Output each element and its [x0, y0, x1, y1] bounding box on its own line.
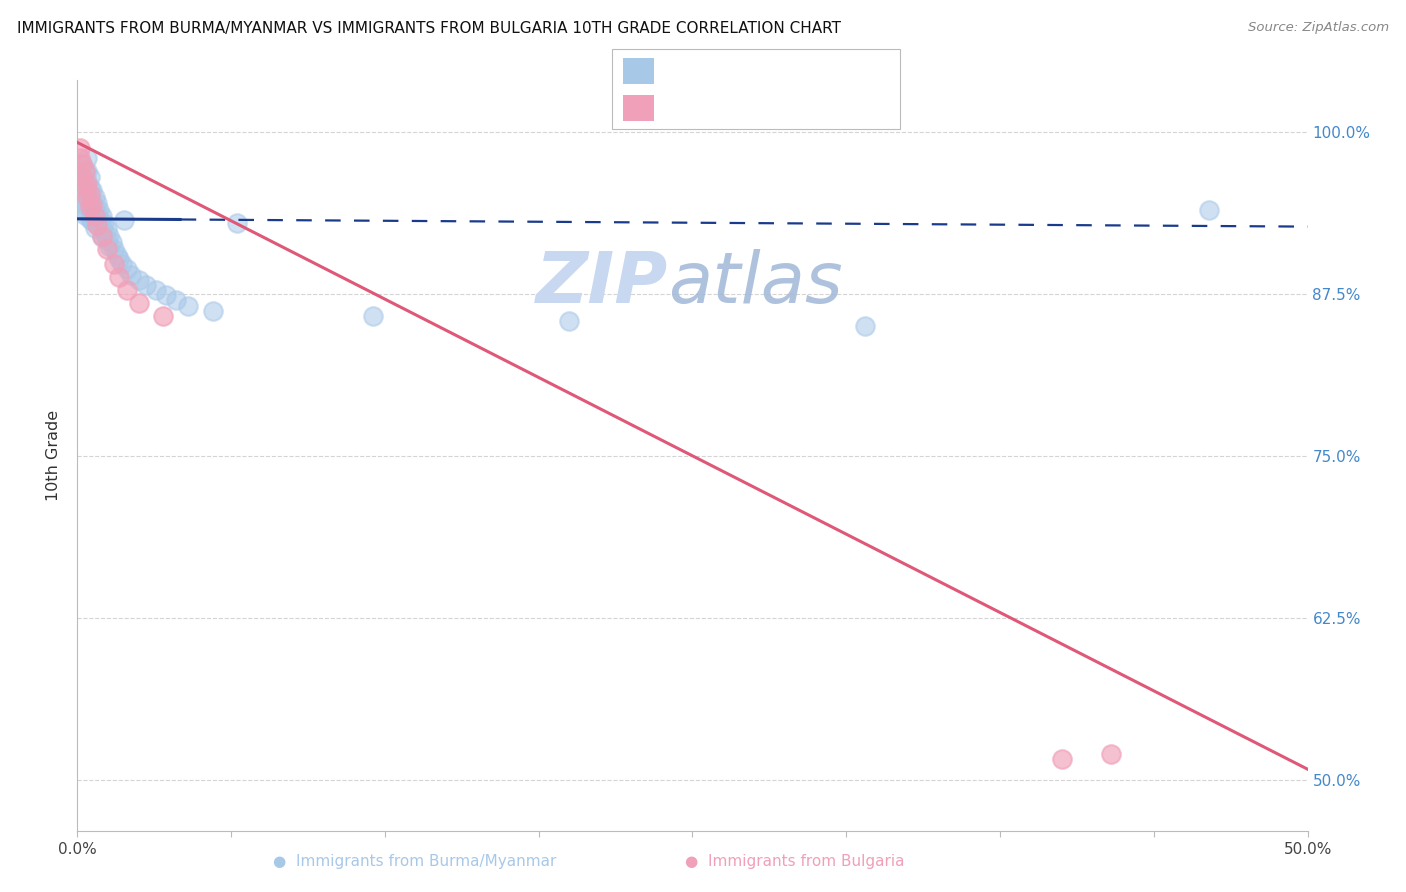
Point: [79, 202, 101, 216]
Point: [79, 211, 101, 226]
Text: ●  Immigrants from Bulgaria: ● Immigrants from Bulgaria: [685, 854, 904, 869]
Point: [73, 208, 96, 222]
Point: [76, 194, 98, 209]
Point: [115, 283, 138, 297]
Point: [79, 191, 101, 205]
Point: [83, 211, 105, 225]
Text: atlas: atlas: [668, 249, 842, 318]
Point: [121, 268, 143, 282]
Point: [70, 183, 93, 197]
Point: [89, 213, 111, 227]
Point: [86, 196, 108, 211]
Point: [1099, 747, 1122, 761]
Point: [79, 170, 101, 185]
Point: [70, 157, 93, 171]
Point: [82, 197, 104, 211]
Point: [135, 277, 157, 292]
Text: R = -0.022    N = 63: R = -0.022 N = 63: [661, 64, 824, 79]
Point: [103, 257, 125, 271]
Point: [73, 197, 96, 211]
Point: [73, 164, 96, 178]
Point: [165, 293, 187, 308]
Text: R = -0.924    N = 22: R = -0.924 N = 22: [661, 101, 824, 116]
Point: [76, 177, 98, 191]
Point: [90, 209, 114, 223]
Point: [226, 216, 249, 230]
Point: [115, 262, 138, 277]
Point: [96, 222, 118, 236]
Point: [83, 190, 105, 204]
Point: [70, 170, 93, 185]
Text: ZIP: ZIP: [536, 249, 668, 318]
Point: [82, 214, 104, 228]
Y-axis label: 10th Grade: 10th Grade: [46, 410, 62, 501]
Point: [128, 273, 150, 287]
Point: [1198, 202, 1220, 217]
Point: [86, 217, 108, 231]
Point: [108, 252, 131, 266]
Point: [79, 200, 101, 214]
Point: [177, 299, 200, 313]
Point: [82, 204, 104, 219]
Point: [82, 194, 104, 208]
Point: [76, 151, 98, 165]
Point: [145, 283, 167, 297]
Text: Source: ZipAtlas.com: Source: ZipAtlas.com: [1249, 21, 1389, 35]
Point: [82, 183, 104, 197]
Point: [90, 228, 114, 243]
Point: [361, 309, 384, 323]
Point: [83, 220, 105, 235]
Point: [86, 219, 108, 233]
Point: [86, 207, 108, 221]
Point: [90, 230, 114, 244]
Point: [76, 164, 98, 178]
Point: [201, 303, 224, 318]
Point: [79, 187, 101, 202]
Point: [83, 209, 105, 223]
Point: [853, 319, 876, 334]
Point: [1050, 752, 1073, 766]
Point: [111, 257, 132, 271]
Point: [69, 140, 91, 154]
Point: [155, 288, 177, 302]
Point: [112, 213, 135, 227]
Point: [93, 216, 115, 230]
Point: [73, 179, 96, 194]
Point: [83, 200, 105, 214]
Point: [73, 164, 96, 178]
Point: [558, 314, 581, 328]
Point: [76, 190, 98, 204]
Point: [96, 242, 118, 256]
Point: [108, 270, 131, 285]
Point: [69, 177, 91, 191]
Point: [70, 170, 93, 185]
Point: [101, 235, 124, 249]
Point: [152, 309, 174, 323]
Point: [69, 151, 91, 165]
Point: [98, 239, 121, 253]
Point: [73, 177, 96, 191]
Point: [98, 228, 121, 243]
Point: [96, 233, 118, 247]
Point: [76, 174, 98, 188]
Point: [93, 226, 115, 240]
Point: [90, 219, 114, 234]
Point: [76, 185, 98, 199]
Point: [73, 187, 96, 202]
Text: ●  Immigrants from Burma/Myanmar: ● Immigrants from Burma/Myanmar: [273, 854, 557, 869]
Point: [79, 180, 101, 194]
Point: [128, 296, 150, 310]
Point: [76, 205, 98, 219]
Point: [103, 242, 125, 256]
Text: IMMIGRANTS FROM BURMA/MYANMAR VS IMMIGRANTS FROM BULGARIA 10TH GRADE CORRELATION: IMMIGRANTS FROM BURMA/MYANMAR VS IMMIGRA…: [17, 21, 841, 37]
Point: [89, 202, 111, 217]
Point: [105, 248, 128, 262]
Point: [70, 157, 93, 171]
Point: [69, 190, 91, 204]
